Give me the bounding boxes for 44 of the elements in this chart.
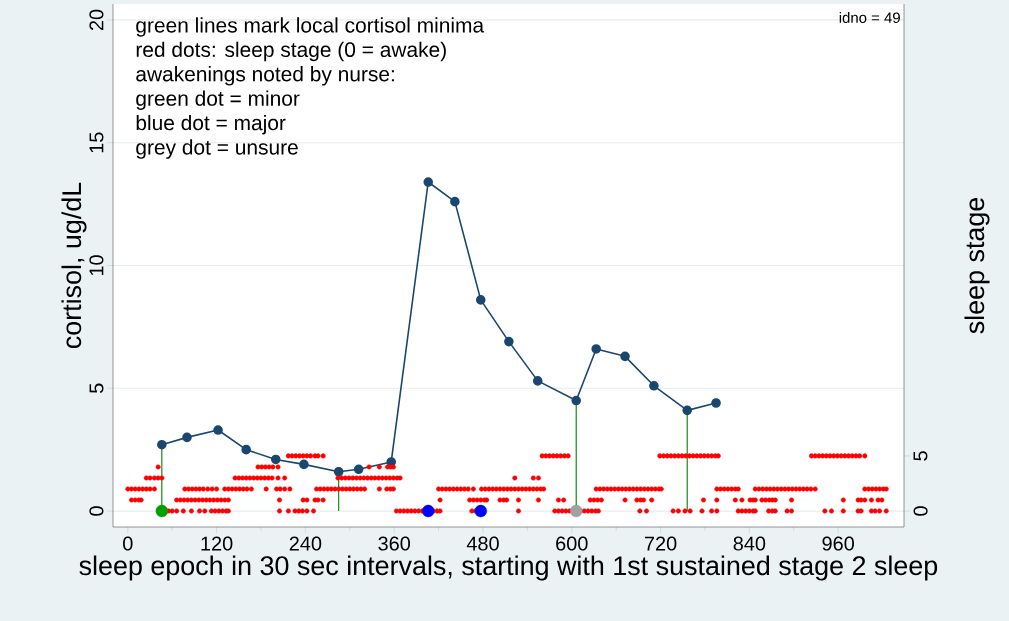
point bbox=[532, 376, 543, 386]
y-tick-label: 15 bbox=[89, 132, 104, 153]
point bbox=[353, 464, 364, 475]
annotation: green dot = minor bbox=[136, 90, 300, 110]
annotation: red dots: sleep stage (0 = awake) bbox=[136, 41, 446, 62]
point bbox=[504, 336, 514, 347]
annotation: blue dot = major bbox=[136, 114, 286, 135]
x-tick-label: 480 bbox=[466, 536, 499, 551]
point bbox=[649, 381, 659, 391]
point bbox=[711, 398, 721, 408]
y2-tick-label: 0 bbox=[913, 506, 928, 516]
point bbox=[157, 439, 167, 450]
annotation: green lines mark local cortisol minima bbox=[136, 17, 485, 37]
y-tick-label: 5 bbox=[89, 383, 104, 394]
annotation: idno = 49 bbox=[839, 12, 900, 24]
point bbox=[271, 454, 281, 465]
x-axis-title: sleep epoch in 30 sec intervals, starting with 1st sustained stage 2 sleep bbox=[79, 555, 938, 581]
y2-tick-label: 5 bbox=[913, 451, 928, 461]
x-tick-label: 240 bbox=[289, 536, 322, 551]
x-tick-label: 0 bbox=[123, 536, 133, 551]
point bbox=[682, 405, 692, 416]
point bbox=[182, 432, 192, 443]
y-tick-label: 20 bbox=[89, 9, 104, 31]
x-tick-label: 720 bbox=[644, 536, 677, 551]
point bbox=[423, 177, 434, 187]
annotation: awakenings noted by nurse: bbox=[136, 66, 394, 86]
point bbox=[299, 459, 309, 470]
x-tick-label: 360 bbox=[378, 536, 411, 551]
point bbox=[475, 295, 486, 305]
x-tick-label: 120 bbox=[201, 536, 233, 551]
x-tick-label: 960 bbox=[822, 536, 854, 551]
y-axis-title: cortisol, ug/dL bbox=[61, 182, 87, 349]
y2-axis-title: sleep stage bbox=[964, 197, 990, 334]
point bbox=[571, 395, 581, 406]
point bbox=[450, 196, 460, 207]
point bbox=[241, 444, 251, 455]
y-tick-label: 10 bbox=[89, 255, 104, 276]
y-tick-label: 0 bbox=[89, 506, 104, 516]
point bbox=[213, 425, 223, 435]
point bbox=[620, 351, 630, 362]
x-tick-label: 840 bbox=[733, 536, 766, 551]
point bbox=[591, 344, 601, 354]
x-tick-label: 600 bbox=[556, 536, 588, 551]
annotation: grey dot = unsure bbox=[136, 139, 298, 159]
